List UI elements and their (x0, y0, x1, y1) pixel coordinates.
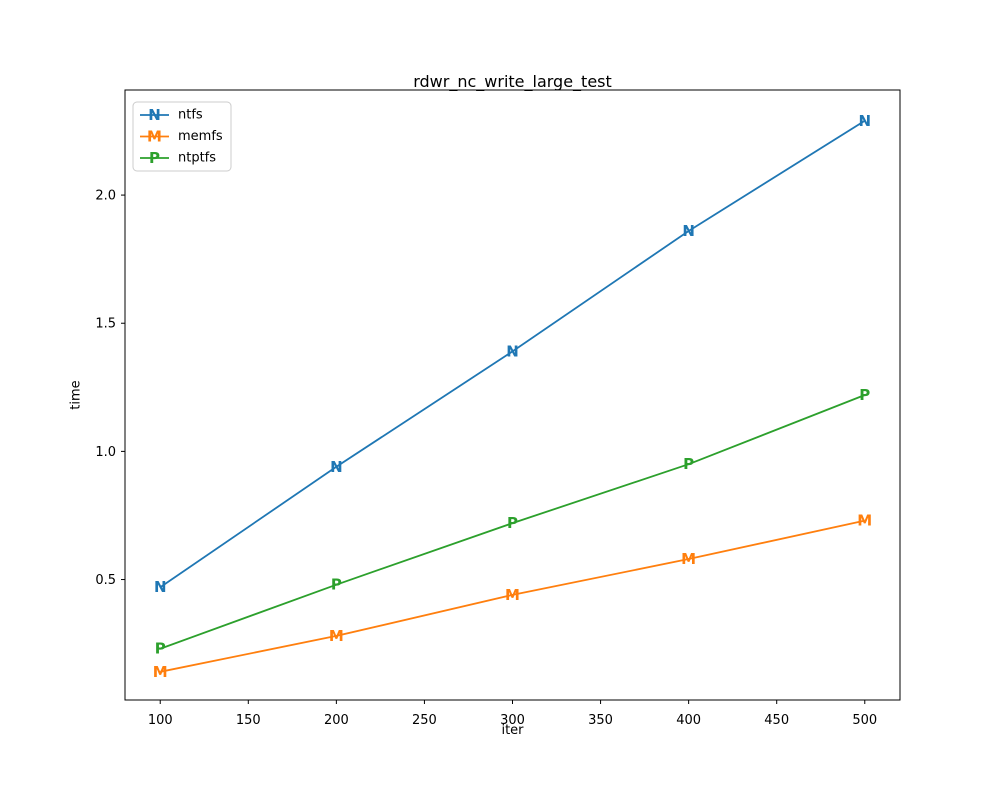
plot-frame (124, 89, 901, 701)
series-line-ntptfs (159, 394, 866, 650)
x-tick-label: 400 (676, 713, 701, 728)
y-tick-label: 1.0 (95, 445, 116, 460)
marker-ntfs: N (858, 112, 871, 130)
x-tick-label: 100 (148, 713, 173, 728)
y-axis-ticks: 0.5 1.0 1.5 2.0 (95, 189, 125, 588)
chart-title: rdwr_nc_write_large_test (413, 72, 612, 91)
series-line-ntfs (159, 119, 866, 588)
marker-ntfs: N (682, 222, 695, 240)
x-axis-label: iter (501, 723, 524, 738)
x-axis-ticks: 100 150 200 250 300 350 400 450 500 (148, 700, 877, 728)
marker-ntptfs: P (507, 514, 518, 532)
marker-ntfs: N (154, 578, 167, 596)
marker-ntfs: N (330, 458, 343, 476)
legend-marker-memfs: M (147, 128, 162, 146)
y-tick-label: 2.0 (95, 189, 116, 204)
y-tick-label: 0.5 (95, 573, 116, 588)
legend-label-memfs: memfs (178, 129, 223, 144)
x-tick-label: 500 (852, 713, 877, 728)
marker-ntfs: N (506, 342, 519, 360)
marker-ntptfs: P (859, 386, 870, 404)
marker-memfs: M (857, 512, 872, 530)
legend-label-ntptfs: ntptfs (178, 151, 216, 166)
x-tick-label: 350 (588, 713, 613, 728)
x-tick-label: 150 (236, 713, 261, 728)
marker-ntptfs: P (331, 576, 342, 594)
legend-box (132, 101, 232, 172)
x-tick-label: 450 (764, 713, 789, 728)
x-tick-label: 250 (412, 713, 437, 728)
marker-ntptfs: P (155, 640, 166, 658)
marker-memfs: M (505, 586, 520, 604)
y-tick-label: 1.5 (95, 317, 116, 332)
legend-marker-ntptfs: P (149, 149, 160, 167)
x-tick-label: 300 (500, 713, 525, 728)
marker-memfs: M (681, 550, 696, 568)
marker-memfs: M (329, 627, 344, 645)
series-line-memfs (160, 519, 865, 673)
marker-ntptfs: P (683, 455, 694, 473)
legend-marker-ntfs: N (148, 106, 161, 124)
legend-label-ntfs: ntfs (178, 108, 203, 123)
marker-memfs: M (153, 663, 168, 681)
x-tick-label: 200 (324, 713, 349, 728)
